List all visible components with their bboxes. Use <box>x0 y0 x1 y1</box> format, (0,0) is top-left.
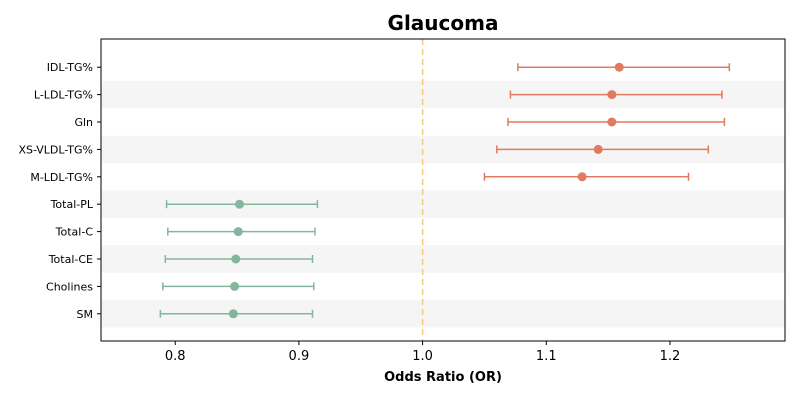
y-tick-label: Total-PL <box>50 198 94 211</box>
x-tick-label: 0.8 <box>165 349 186 364</box>
x-axis: 0.8 0.9 1.0 1.1 1.2 <box>165 341 680 364</box>
y-tick-label: Total-C <box>55 226 94 239</box>
x-axis-label: Odds Ratio (OR) <box>384 370 502 385</box>
y-tick-label: L-LDL-TG% <box>34 89 93 102</box>
point-total-c <box>167 227 316 237</box>
plot-frame <box>100 38 786 342</box>
x-tick-label: 1.1 <box>536 349 557 364</box>
or-point <box>231 254 241 264</box>
or-point <box>607 117 617 127</box>
y-tick-label: Total-CE <box>48 253 93 266</box>
or-point <box>607 90 617 100</box>
or-point <box>235 199 245 209</box>
y-tick-label: M-LDL-TG% <box>30 171 93 184</box>
point-m-ldl-tg <box>483 172 690 182</box>
point-total-pl <box>165 199 319 209</box>
point-total-ce <box>164 254 314 264</box>
x-tick-label: 0.9 <box>289 349 310 364</box>
y-tick-label: SM <box>77 308 93 321</box>
y-tick-label: Cholines <box>46 280 93 293</box>
point-gln <box>507 117 726 127</box>
x-tick-label: 1.2 <box>660 349 681 364</box>
point-xs-vldl-tg <box>496 144 710 154</box>
y-tick-label: IDL-TG% <box>47 61 93 74</box>
or-point <box>233 227 243 237</box>
or-point <box>577 172 587 182</box>
point-cholines <box>162 281 315 291</box>
y-axis: IDL-TG% L-LDL-TG% Gln XS-VLDL-TG% M-LDL-TG% T… <box>18 61 101 321</box>
y-tick-label: XS-VLDL-TG% <box>18 143 93 156</box>
or-point <box>230 281 240 291</box>
x-tick-label: 1.0 <box>412 349 433 364</box>
or-point <box>593 144 603 154</box>
or-point <box>614 62 624 72</box>
y-tick-label: Gln <box>74 116 93 129</box>
chart-title: Glaucoma <box>388 11 499 35</box>
point-idl-tg <box>517 62 731 72</box>
point-l-ldl-tg <box>509 90 723 100</box>
or-point <box>228 309 238 319</box>
data-marks <box>159 62 731 319</box>
point-sm <box>159 309 314 319</box>
